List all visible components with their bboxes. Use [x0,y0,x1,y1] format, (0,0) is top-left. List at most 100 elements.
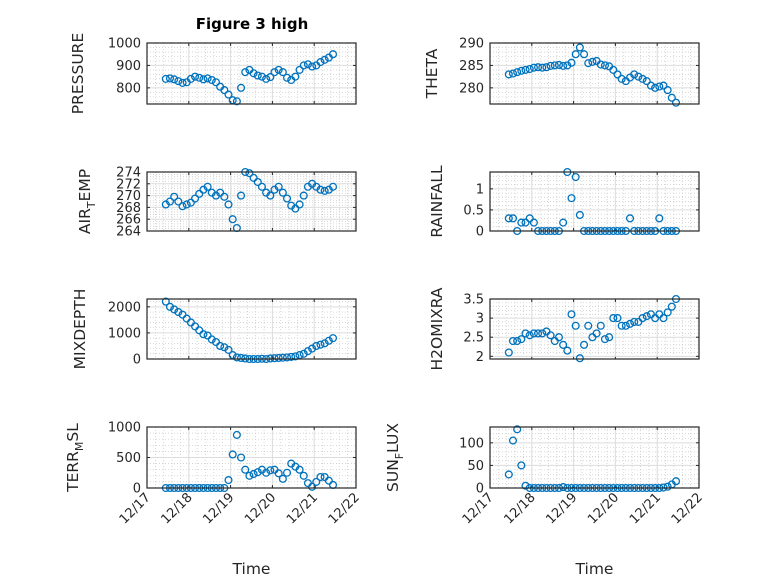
x-tick-label: 12/21 [284,490,321,527]
data-point [525,331,534,340]
data-point [278,68,287,77]
data-point [504,470,513,479]
data-point [554,333,564,342]
data-point [596,321,605,330]
data-point [646,81,655,90]
data-point [625,214,635,223]
data-point [316,185,325,194]
data-point [642,312,651,321]
y-tick-label: 2.5 [463,331,484,346]
data-point [663,482,672,491]
plot-area [147,299,356,359]
y-tick-label: 268 [116,201,141,216]
data-point [504,214,513,223]
y-tick-label: 264 [116,225,141,240]
data-point [324,476,333,485]
y-axis-label: THETA [423,48,441,99]
y-axis-label: TERRMSL [64,423,86,493]
data-point [663,308,672,317]
data-point [199,75,208,84]
x-tick-label: 12/20 [242,490,279,527]
data-point [266,191,275,200]
data-point [216,188,225,197]
data-point [174,307,183,317]
subplot-h2omixra: 2 2.5 3 3.5 H2OMIXRA [428,287,700,371]
y-tick-label: 266 [116,213,141,228]
data-point [642,77,651,86]
axes-box [146,171,357,232]
data-point [559,218,568,227]
data-point [671,98,681,107]
x-axis-label: Time [575,560,614,578]
data-point [211,78,221,87]
data-point [529,63,538,72]
data-point [278,474,287,483]
y-tick-label: 3.5 [463,293,484,308]
data-point [513,68,522,77]
data-point [170,75,179,84]
y-tick-label: 0 [133,482,141,497]
data-point [308,482,317,491]
data-point [605,333,614,342]
data-point [316,340,325,349]
data-point [567,194,576,203]
y-tick-label: 0 [133,353,141,368]
y-tick-label: 100 [459,436,484,451]
y-tick-label: 290 [459,37,484,52]
data-point [517,66,526,75]
label-text: EMP [76,169,94,202]
data-point [282,73,292,82]
data-point [220,192,229,201]
data-point [525,64,534,74]
data-point [232,430,241,439]
data-point [521,329,530,338]
data-point [165,197,175,206]
data-point [542,63,551,72]
data-point [571,321,580,330]
y-tick-label: 270 [116,189,141,204]
figure-title: Figure 3 high [196,15,309,33]
data-point [165,74,175,83]
axes-box [489,42,700,105]
data-point [538,329,547,338]
subplot-theta: 280 285 290 THETA [423,37,700,107]
data-point [191,72,200,81]
data-point [195,73,204,82]
data-point [621,321,630,330]
subplot-mixdepth: 0 1000 2000 MIXDEPTH [71,289,357,370]
plot-area [490,427,699,488]
data-point [224,476,233,485]
data-point [308,344,317,353]
data-point [671,477,681,486]
data-point [266,73,275,82]
y-axis-label: MIXDEPTH [71,289,89,370]
data-point [249,173,258,182]
data-point [291,204,300,213]
data-point [282,194,292,203]
data-point [291,72,300,81]
data-point [579,50,589,59]
data-point [559,61,568,70]
data-point [638,314,647,323]
data-point [295,65,304,74]
data-point [651,83,660,92]
x-tick-label: 12/20 [585,490,622,527]
data-point [559,340,568,349]
data-point [220,86,229,95]
data-point [563,346,572,355]
data-point [630,317,639,326]
data-point [630,70,639,79]
y-axis-label: H2OMIXRA [428,287,446,370]
y-tick-label: 2000 [108,300,141,315]
data-point [655,214,664,223]
data-point [241,68,250,77]
data-point [521,481,530,490]
data-point [253,71,262,80]
label-subscript: T [85,201,98,209]
data-point [182,200,191,209]
data-point [513,425,522,434]
data-point [216,341,225,351]
data-point [567,310,576,319]
data-point [638,74,647,83]
